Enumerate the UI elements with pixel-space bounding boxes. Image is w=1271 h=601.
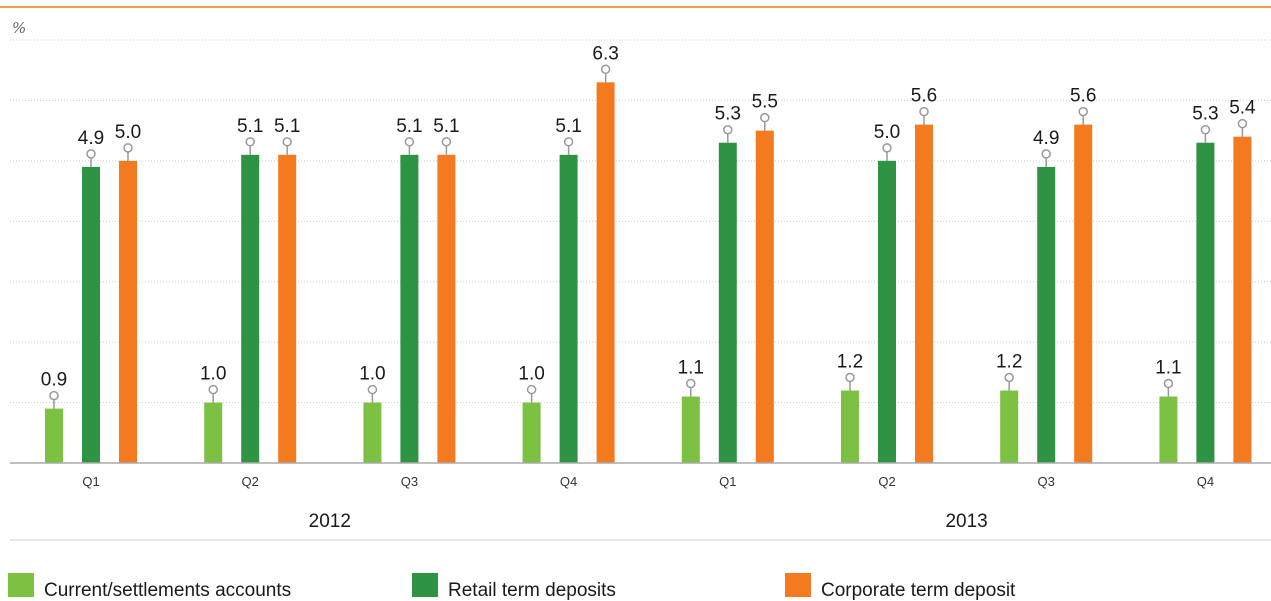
value-label: 1.0 — [359, 364, 385, 385]
bar-marker-circle — [1237, 118, 1248, 129]
bar-marker-circle — [1163, 378, 1174, 389]
bar — [1074, 124, 1093, 463]
category-tick-label: Q1 — [719, 474, 736, 489]
value-label: 5.3 — [1192, 104, 1218, 125]
bar-marker-circle — [919, 106, 929, 117]
bar — [1037, 166, 1056, 463]
bar — [82, 166, 100, 463]
bar — [1196, 142, 1215, 463]
bar-marker-circle — [367, 384, 378, 395]
bar-marker-circle — [882, 143, 892, 153]
value-label: 5.1 — [237, 116, 263, 137]
legend-swatch — [8, 573, 34, 597]
bar — [278, 154, 297, 464]
bar — [681, 396, 700, 463]
bar — [241, 154, 260, 464]
value-label: 1.2 — [837, 351, 863, 372]
value-label: 0.9 — [41, 370, 67, 391]
bar-marker-circle — [845, 372, 855, 383]
bars-layer: 0.9 4.9 5.0 1.0 5.1 5.1 1.0 5.1 5.1 1.0 5.1 6.3 1.1 5… — [41, 43, 1256, 464]
value-label: 4.9 — [1033, 128, 1059, 149]
value-label: 5.0 — [874, 122, 900, 143]
category-tick-label: Q2 — [878, 474, 895, 489]
bar — [1159, 396, 1178, 463]
bar-marker-circle — [1004, 372, 1014, 383]
year-label: 2012 — [309, 511, 351, 532]
legend-label: Corporate term deposit — [821, 580, 1016, 601]
category-tick-label: Q2 — [242, 474, 259, 489]
bar — [915, 124, 933, 463]
value-label: 1.1 — [678, 358, 704, 379]
bar — [841, 390, 859, 463]
value-label: 4.9 — [78, 128, 104, 149]
value-label: 5.1 — [433, 116, 459, 137]
bar — [1233, 136, 1252, 463]
value-label: 1.0 — [200, 364, 226, 385]
bar — [45, 408, 63, 463]
bar-marker-circle — [686, 378, 696, 389]
value-label: 1.0 — [518, 364, 544, 385]
value-label: 5.6 — [1070, 86, 1096, 107]
bar-marker-circle — [526, 384, 537, 395]
bar — [204, 402, 223, 463]
value-label: 5.1 — [274, 116, 300, 137]
bar — [522, 402, 541, 463]
bar-marker-circle — [723, 124, 733, 135]
bar-marker-circle — [208, 384, 218, 395]
value-label: 5.3 — [715, 104, 741, 125]
category-tick-label: Q3 — [1038, 474, 1055, 489]
value-label: 5.1 — [555, 116, 581, 137]
bar — [1000, 390, 1019, 463]
category-tick-label: Q4 — [560, 474, 577, 489]
bar-marker-circle — [441, 137, 452, 147]
value-label: 5.6 — [911, 86, 937, 107]
bar — [363, 402, 382, 463]
bar — [437, 154, 456, 464]
value-label: 1.2 — [996, 351, 1022, 372]
bar-marker-circle — [1200, 124, 1211, 135]
bar — [559, 154, 578, 464]
category-tick-label: Q4 — [1197, 474, 1214, 489]
bar-marker-circle — [123, 143, 133, 153]
bar-marker-circle — [1041, 149, 1051, 159]
y-axis-label: % — [12, 19, 26, 37]
bar — [718, 142, 737, 463]
bar-marker-circle — [1078, 106, 1088, 117]
value-label: 6.3 — [592, 43, 618, 64]
bar — [596, 82, 615, 464]
bar-marker-circle — [600, 64, 611, 75]
value-label: 5.4 — [1229, 98, 1256, 119]
bar-marker-circle — [49, 390, 59, 401]
legend-swatch — [412, 573, 438, 597]
bar-marker-circle — [404, 137, 415, 147]
year-label: 2013 — [945, 511, 987, 532]
bar — [119, 160, 137, 463]
legend-label: Retail term deposits — [448, 580, 616, 601]
value-label: 5.0 — [115, 122, 141, 143]
category-tick-label: Q3 — [401, 474, 418, 489]
bar — [400, 154, 419, 464]
bar-marker-circle — [86, 149, 96, 159]
bar-marker-circle — [563, 137, 574, 147]
value-label: 5.1 — [396, 116, 422, 137]
bar — [878, 160, 896, 463]
bar — [755, 130, 774, 463]
category-tick-label: Q1 — [82, 474, 99, 489]
bar-marker-circle — [760, 112, 770, 123]
value-label: 5.5 — [752, 92, 778, 113]
bar-marker-circle — [282, 137, 292, 147]
bar-marker-circle — [245, 137, 255, 147]
legend: Current/settlements accounts Retail term … — [8, 573, 1016, 601]
legend-swatch — [785, 573, 811, 597]
legend-label: Current/settlements accounts — [44, 580, 291, 601]
x-axis: Q1 Q2 Q3 Q4 Q1 Q2 Q3 Q4 2012 2013 — [10, 462, 1271, 541]
value-label: 1.1 — [1155, 358, 1181, 379]
